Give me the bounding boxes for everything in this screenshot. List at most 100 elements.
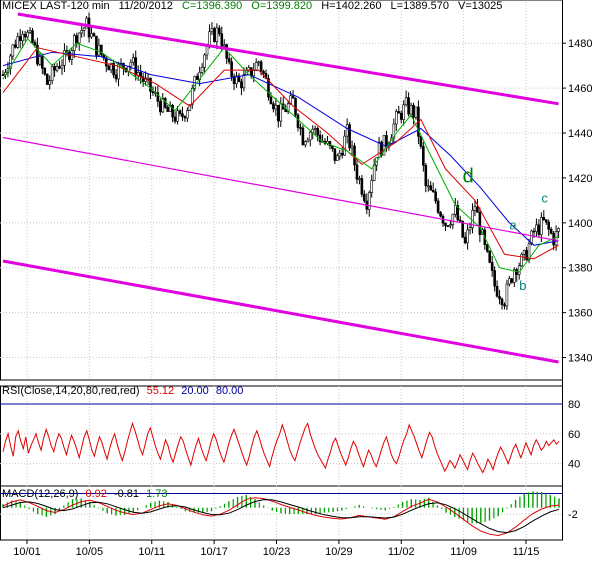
rsi-tick-label: 60 [568, 429, 580, 441]
candle-body [279, 103, 283, 122]
candle-body [129, 61, 133, 67]
x-tick-label: 11/15 [513, 546, 540, 558]
candle-body [75, 35, 79, 44]
candle-body [409, 104, 413, 115]
candle-body [262, 71, 265, 74]
wave-label-c: c [541, 191, 548, 206]
open-value: O=1399.820 [251, 0, 313, 12]
candle-body [308, 132, 312, 141]
candle-body [272, 103, 275, 110]
candle-body [458, 219, 462, 222]
candle-body [426, 185, 430, 188]
candle-body [178, 110, 182, 114]
candle-body [26, 31, 29, 38]
candle-body [43, 67, 47, 75]
ma-fast-line [2, 37, 559, 273]
candle-body [200, 67, 204, 73]
candle-body [181, 113, 184, 117]
candle-body [544, 219, 548, 223]
candle-body [345, 124, 349, 137]
candle-body [213, 28, 216, 42]
candle-body [301, 127, 305, 146]
candle-body [485, 244, 489, 252]
candle-body [333, 148, 337, 161]
y-tick-label: 1420 [568, 173, 592, 185]
candle-body [249, 67, 253, 77]
candle-body [240, 81, 243, 89]
candle-body [11, 44, 15, 57]
candle-body [107, 65, 111, 71]
macd-label: MACD(12,26,9) [2, 488, 79, 500]
candle-body [429, 185, 433, 191]
x-tick-label: 10/11 [138, 546, 165, 558]
candle-body [412, 104, 415, 118]
candle-body [453, 205, 457, 215]
candle-body [360, 178, 364, 195]
candle-body [134, 57, 138, 76]
y-tick-label: 1340 [568, 353, 592, 365]
candle-body [146, 77, 150, 80]
candle-body [183, 116, 187, 119]
candle-body [215, 27, 219, 42]
candle-body [414, 106, 418, 118]
candle-body [149, 77, 152, 92]
macd-header: MACD(12,26,9) 0.92 -0.81 1.73 [2, 488, 172, 500]
candle-body [227, 58, 231, 63]
candle-body [171, 104, 174, 118]
x-tick-label: 10/05 [76, 546, 104, 558]
candle-body [114, 74, 118, 80]
candle-body [446, 225, 450, 227]
candle-body [151, 91, 155, 94]
candle-body [36, 44, 39, 65]
candle-body [476, 206, 479, 213]
candle-body [299, 127, 302, 129]
candle-body [392, 123, 396, 139]
candle-body [68, 51, 71, 60]
candle-body [296, 114, 300, 128]
rsi-header: RSI(Close,14,20,80,red,red) 55.12 20.00 … [2, 385, 247, 397]
candle-body [58, 66, 61, 69]
candle-body [257, 61, 260, 64]
candle-body [547, 221, 551, 230]
candle-body [77, 32, 81, 44]
candle-body [131, 57, 135, 63]
candle-body [363, 193, 366, 202]
candle-body [210, 28, 214, 33]
candle-body [269, 96, 273, 105]
candle-body [404, 97, 408, 106]
candle-body [530, 230, 533, 245]
candle-body [463, 236, 467, 244]
candle-body [267, 78, 270, 98]
candle-body [434, 191, 437, 202]
rsi-tick-label: 40 [568, 459, 580, 471]
y-tick-label: 1480 [568, 38, 592, 50]
candle-body [176, 110, 179, 122]
candle-body [237, 75, 241, 82]
x-tick-label: 10/29 [325, 546, 353, 558]
candle-body [444, 222, 447, 226]
candle-body [109, 63, 113, 71]
candle-body [540, 217, 543, 235]
candle-body [510, 278, 514, 283]
candle-body [537, 224, 541, 235]
candle-body [186, 110, 189, 119]
ma-mid-line [2, 47, 559, 260]
candle-body [166, 107, 169, 112]
candle-body [520, 253, 523, 267]
candle-body [97, 44, 101, 56]
candle-body [53, 66, 56, 71]
candle-body [422, 145, 425, 166]
candle-body [338, 152, 342, 157]
candle-body [340, 152, 344, 156]
candle-body [168, 104, 172, 112]
candle-body [503, 304, 506, 307]
candle-body [478, 212, 482, 235]
candle-body [72, 35, 76, 51]
candle-body [397, 111, 401, 114]
candle-body [439, 211, 442, 217]
candle-body [277, 104, 280, 122]
macd-value-3: 1.73 [146, 488, 168, 500]
x-tick-label: 11/02 [388, 546, 415, 558]
candle-body [45, 73, 49, 85]
close-value: C=1396.390 [181, 0, 243, 12]
